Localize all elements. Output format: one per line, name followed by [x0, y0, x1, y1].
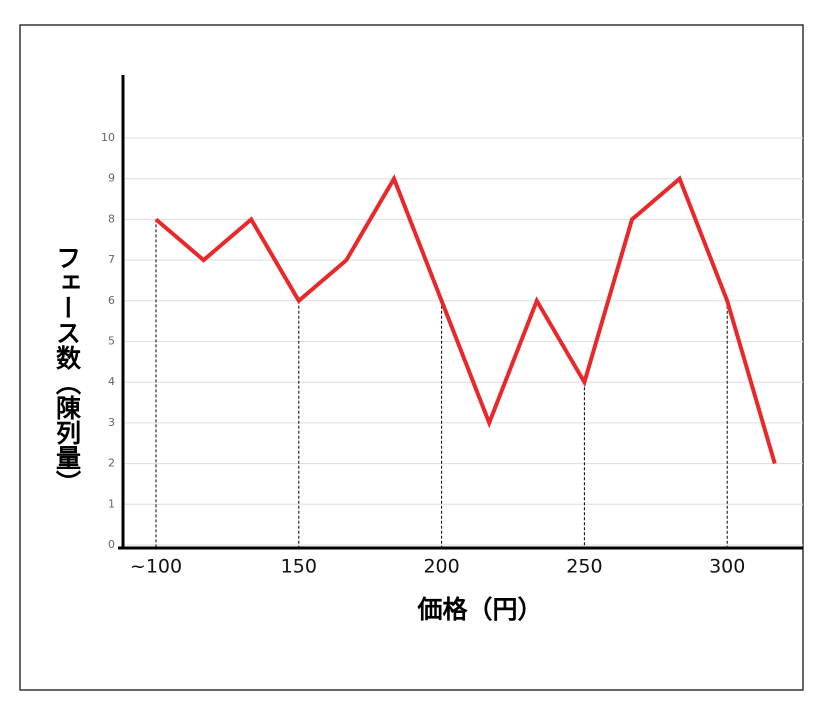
x-tick-label: 250 — [566, 556, 602, 578]
y-tick-label: 8 — [108, 212, 115, 225]
x-tick-label: 150 — [281, 556, 317, 578]
y-tick-label: 7 — [108, 253, 115, 266]
y-tick-label: 1 — [108, 497, 115, 510]
x-tick-label: 200 — [423, 556, 459, 578]
y-tick-label: 2 — [108, 457, 115, 470]
x-tick-label: 300 — [709, 556, 745, 578]
y-tick-label: 4 — [108, 375, 115, 388]
frame — [19, 24, 804, 691]
y-axis-label: フェース数（陳列量） — [53, 245, 82, 495]
x-tick-label: ~100 — [130, 556, 182, 578]
y-tick-label: 0 — [108, 538, 115, 551]
data-line — [154, 174, 777, 465]
x-axis-label: 価格（円） — [416, 595, 542, 624]
y-tick-label: 5 — [108, 335, 115, 348]
y-tick-label: 9 — [108, 172, 115, 185]
y-tick-label: 3 — [108, 416, 115, 429]
y-tick-label: 6 — [108, 294, 115, 307]
y-tick-label: 10 — [101, 131, 115, 144]
